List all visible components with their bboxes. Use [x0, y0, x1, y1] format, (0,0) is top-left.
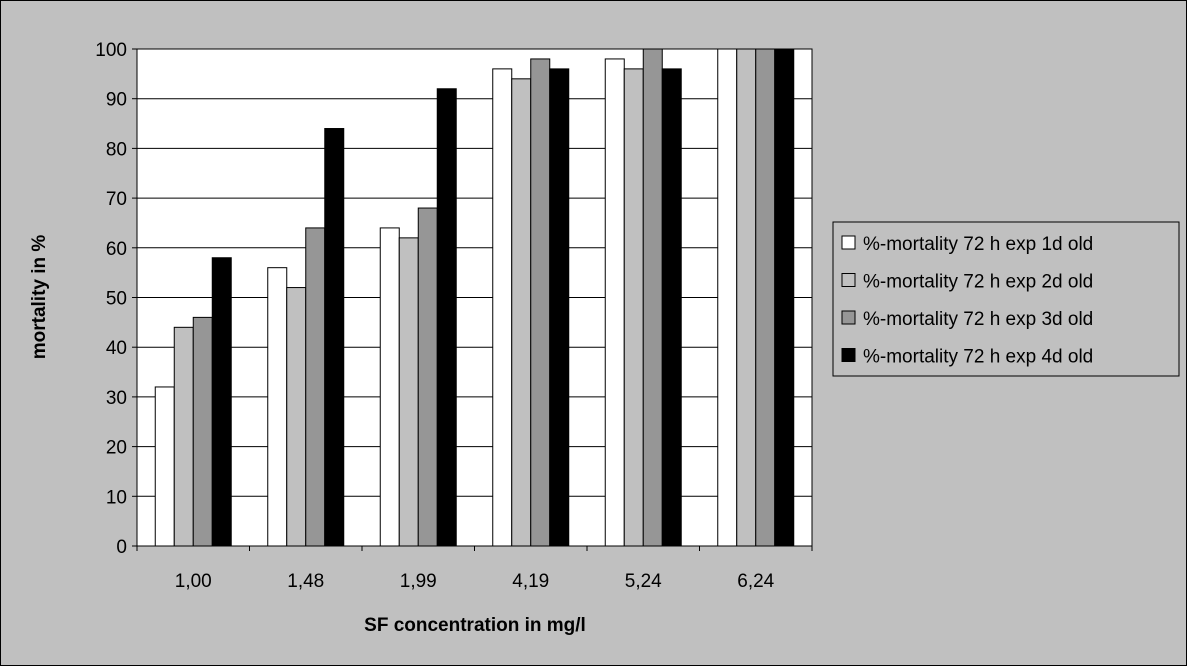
bar [661, 68, 682, 547]
bar [755, 48, 776, 547]
bar [417, 207, 438, 547]
bar [286, 287, 307, 547]
bar [211, 257, 232, 547]
y-tick-label: 60 [106, 239, 127, 260]
bar [154, 386, 175, 547]
bar [717, 48, 738, 547]
x-tick-label: 1,48 [287, 571, 324, 592]
bar [736, 48, 757, 547]
legend-swatch [841, 273, 856, 287]
x-tick-label: 1,99 [400, 571, 437, 592]
y-tick-label: 40 [106, 338, 127, 359]
y-tick-label: 50 [106, 289, 127, 310]
x-tick-label: 4,19 [512, 571, 549, 592]
bar [774, 48, 795, 547]
legend-box [832, 221, 1180, 377]
legend-label: %-mortality 72 h exp 4d old [863, 347, 1093, 368]
legend-swatch [841, 348, 856, 362]
x-tick-label: 6,24 [737, 571, 774, 592]
bar [324, 128, 345, 547]
bar [173, 326, 194, 547]
bar [192, 316, 213, 547]
legend-swatch [841, 310, 856, 325]
legend-swatch [841, 235, 856, 250]
gridlines [137, 98, 812, 497]
x-tick-label: 1,00 [175, 571, 212, 592]
x-axis-title: SF concentration in mg/l [364, 615, 586, 636]
legend-label: %-mortality 72 h exp 2d old [863, 272, 1093, 293]
y-tick-label: 0 [116, 537, 127, 558]
bar [604, 58, 625, 547]
y-tick-label: 20 [106, 438, 127, 459]
bar [305, 227, 326, 547]
y-tick-label: 70 [106, 189, 127, 210]
y-axis-title: mortality in % [29, 235, 50, 360]
bar [623, 68, 644, 547]
bar [492, 68, 513, 547]
y-tick-label: 10 [106, 487, 127, 508]
bar [436, 88, 457, 547]
y-axis: 0 10 20 30 40 50 60 70 80 90 100 [95, 40, 137, 558]
bar [267, 267, 288, 547]
bars [154, 48, 795, 547]
y-tick-label: 90 [106, 90, 127, 111]
bar [379, 227, 400, 547]
legend: %-mortality 72 h exp 1d old %-mortality 7… [832, 221, 1180, 377]
bar [530, 58, 551, 547]
bar [511, 78, 532, 547]
bar [642, 48, 663, 547]
legend-label: %-mortality 72 h exp 1d old [863, 234, 1093, 255]
y-tick-label: 80 [106, 139, 127, 160]
x-tick-label: 5,24 [625, 571, 662, 592]
y-tick-label: 100 [95, 40, 127, 61]
bar [398, 237, 419, 547]
legend-label: %-mortality 72 h exp 3d old [863, 309, 1093, 330]
y-tick-label: 30 [106, 388, 127, 409]
x-axis: 1,00 1,48 1,99 4,19 5,24 6,24 [136, 546, 813, 592]
bar [549, 68, 570, 547]
